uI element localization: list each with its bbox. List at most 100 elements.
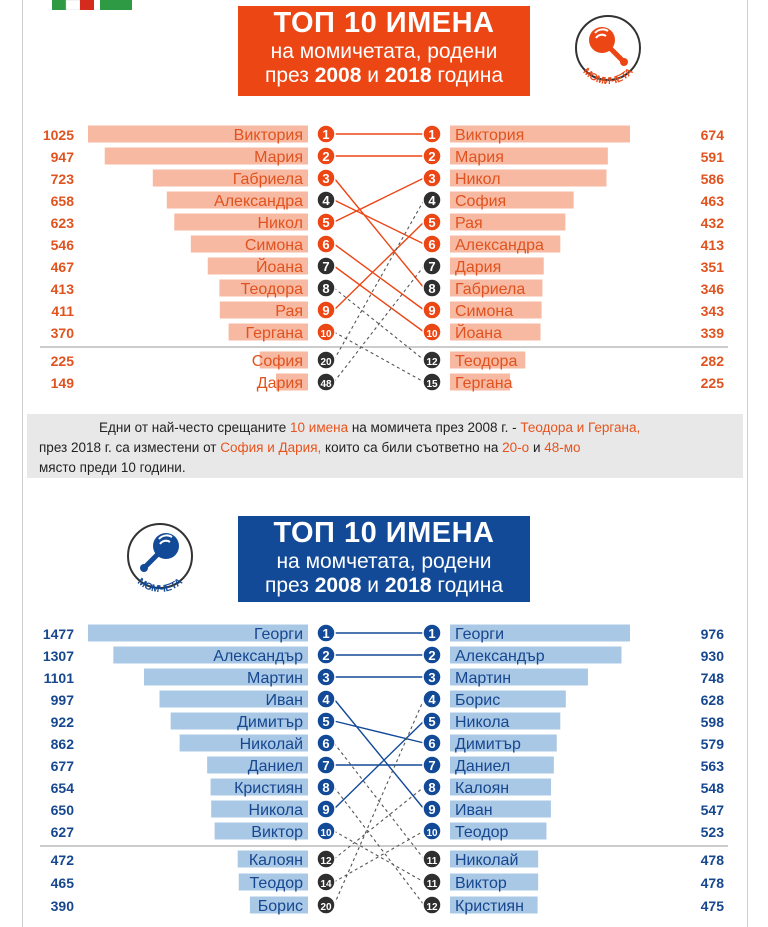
rank-connector (333, 243, 425, 311)
name-label-2008: Мартин (247, 670, 303, 687)
rank-circle (316, 322, 336, 342)
name-label-2008: Калоян (249, 852, 303, 869)
rank-number: 11 (427, 879, 438, 890)
bar-2018 (450, 279, 543, 297)
bar-2018 (450, 191, 574, 209)
count-label-2008: 658 (51, 193, 75, 209)
rank-number: 10 (426, 828, 438, 839)
name-label-2018: Никол (455, 171, 501, 188)
name-label-2018: Борис (455, 692, 500, 709)
rank-circle (316, 372, 336, 392)
name-label-2018: Симона (455, 303, 513, 320)
bar-2018 (450, 800, 551, 818)
note-text: и (529, 440, 545, 455)
rank-number: 6 (428, 736, 435, 751)
rank-number: 9 (428, 802, 435, 817)
count-label-2018: 591 (701, 149, 725, 165)
rank-number: 10 (426, 329, 438, 340)
rank-circle (422, 849, 442, 869)
rank-number: 8 (428, 281, 435, 296)
name-label-2018: Александра (455, 237, 544, 254)
name-label-2018: Александър (455, 648, 545, 665)
note-text: през 2018 г. са изместени от (39, 440, 221, 455)
bar-2018 (450, 756, 554, 774)
name-label-2018: Теодора (455, 353, 517, 370)
rank-number: 1 (428, 626, 435, 641)
count-label-2008: 627 (51, 824, 75, 840)
count-label-2008: 225 (51, 353, 75, 369)
count-label-2008: 413 (51, 281, 75, 297)
rank-circle (316, 872, 336, 892)
note-highlight: София и Дария, (220, 440, 322, 455)
count-label-2018: 343 (701, 303, 725, 319)
rank-number: 12 (320, 856, 332, 867)
rank-number: 7 (322, 259, 329, 274)
rank-connector (333, 830, 425, 883)
rank-number: 5 (322, 215, 329, 230)
name-label-2008: Димитър (237, 714, 303, 731)
rank-circle (316, 256, 336, 276)
count-label-2008: 922 (51, 714, 75, 730)
bar-2018 (450, 301, 542, 319)
name-label-2018: Николай (455, 852, 518, 869)
note-text: на момичета през 2008 г. - (348, 420, 521, 435)
name-label-2008: Георги (254, 626, 303, 643)
rank-connector (333, 177, 425, 223)
bar-2008 (249, 896, 308, 914)
rank-connector (333, 331, 425, 383)
bar-2018 (450, 822, 547, 840)
rank-connector (333, 265, 425, 383)
boys-title-box: ТОП 10 ИМЕНА на момчетата, родени през 2… (238, 516, 530, 602)
count-label-2018: 579 (701, 736, 725, 752)
rank-number: 20 (320, 902, 332, 913)
bar-2008 (159, 690, 308, 708)
name-label-2008: Никол (257, 215, 303, 232)
name-label-2018: Иван (455, 802, 493, 819)
rank-number: 14 (320, 879, 332, 890)
count-label-2018: 282 (701, 353, 725, 369)
count-label-2018: 432 (701, 215, 725, 231)
name-label-2018: Даниел (455, 758, 510, 775)
bar-2018 (450, 850, 539, 868)
rank-circle (422, 711, 442, 731)
rank-circle (316, 124, 336, 144)
rank-circle (316, 623, 336, 643)
rank-circle (316, 300, 336, 320)
rank-circle (422, 755, 442, 775)
rank-number: 8 (322, 281, 329, 296)
count-label-2008: 370 (51, 325, 75, 341)
rank-number: 15 (426, 379, 438, 390)
rank-circle (422, 623, 442, 643)
name-label-2018: Гергана (455, 375, 513, 392)
name-label-2008: Борис (258, 898, 303, 915)
rank-number: 20 (320, 357, 332, 368)
name-label-2018: Виктория (455, 127, 524, 144)
boys-title-line3: през 2008 и 2018 година (264, 574, 504, 597)
bar-2018 (450, 373, 511, 391)
rank-connector (333, 287, 425, 361)
rank-circle (422, 212, 442, 232)
count-label-2018: 563 (701, 758, 725, 774)
rank-number: 5 (428, 714, 435, 729)
rank-number: 3 (322, 670, 329, 685)
name-label-2018: Габриела (455, 281, 525, 298)
rank-circle (316, 755, 336, 775)
note-box: Едни от най-често срещаните 10 имена на … (27, 414, 743, 478)
rank-circle (422, 733, 442, 753)
bar-2018 (450, 624, 630, 642)
count-label-2018: 674 (701, 127, 725, 143)
rank-number: 3 (428, 670, 435, 685)
bar-2008 (113, 646, 308, 664)
rank-circle (422, 372, 442, 392)
count-label-2008: 1101 (44, 670, 75, 686)
bar-2018 (450, 169, 607, 187)
count-label-2018: 976 (701, 626, 725, 642)
count-label-2008: 472 (51, 852, 75, 868)
rank-connector (333, 830, 425, 883)
bar-2018 (450, 712, 561, 730)
bar-2008 (179, 734, 308, 752)
bar-2008 (207, 756, 308, 774)
count-label-2018: 586 (701, 171, 725, 187)
bar-2018 (450, 668, 588, 686)
